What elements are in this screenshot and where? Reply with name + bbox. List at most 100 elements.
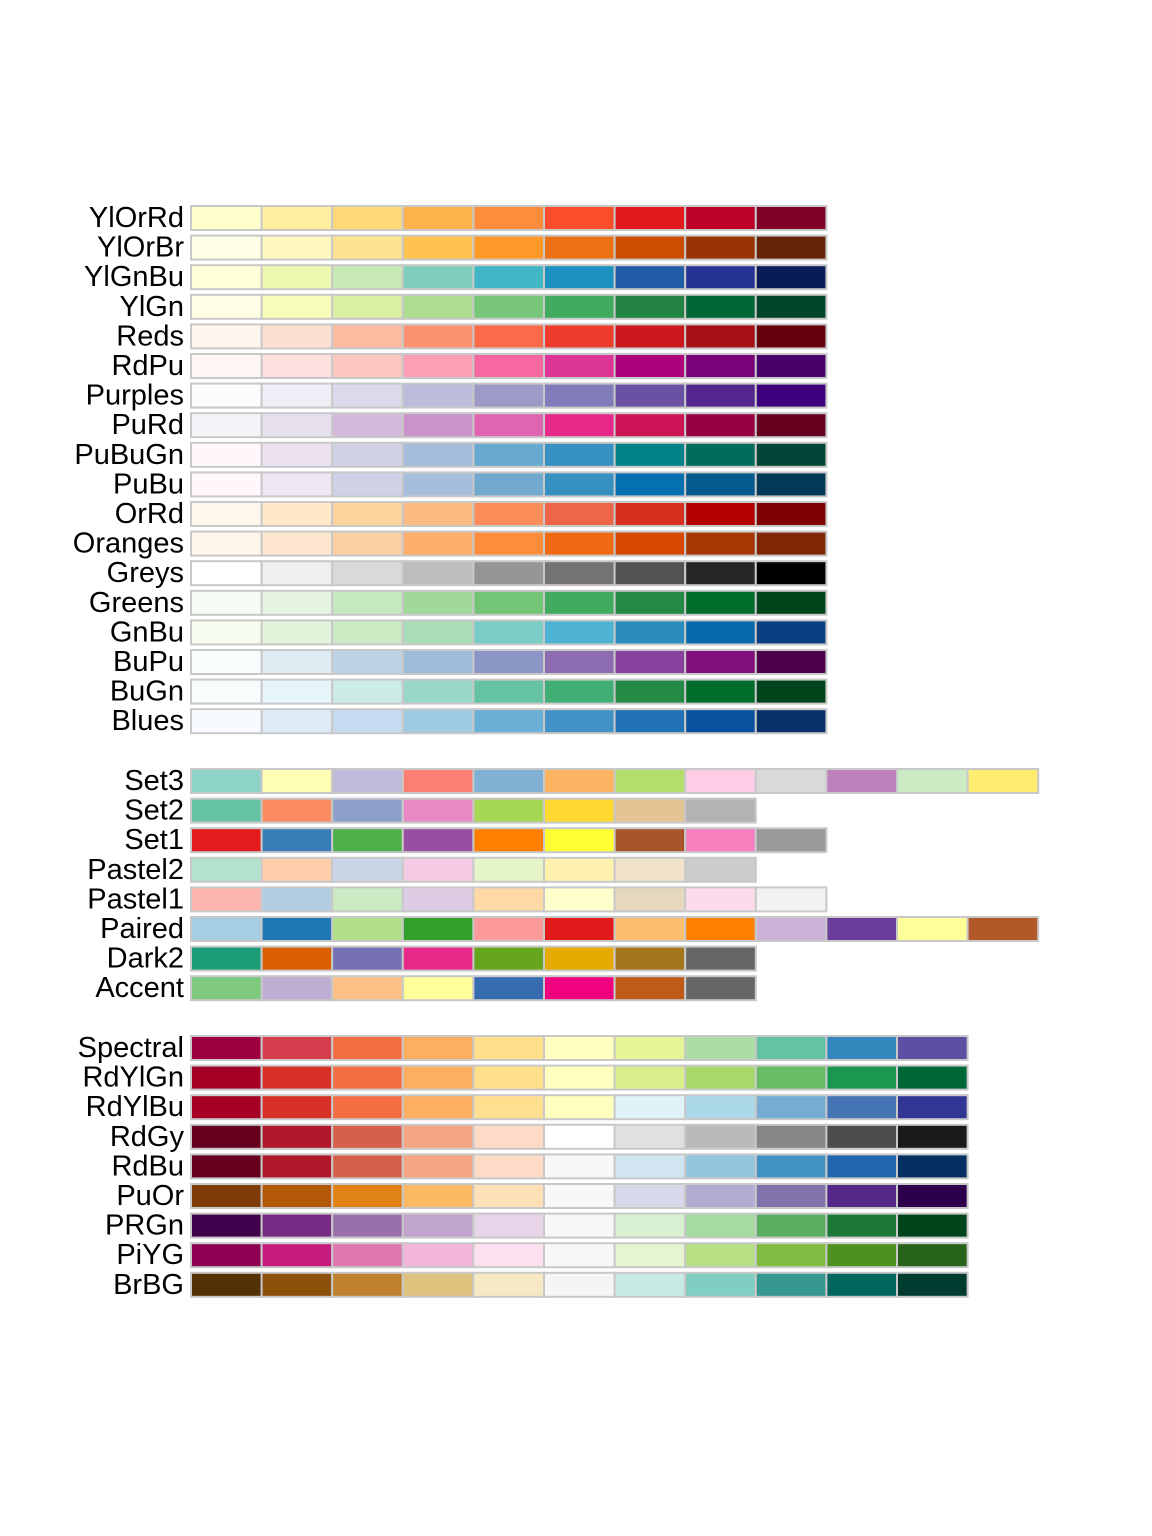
color-swatch [754,323,828,350]
color-swatch [331,501,404,527]
color-swatch [260,886,334,913]
color-swatch [754,827,828,854]
palette-label: Paired [100,913,184,945]
palette-label: PuOr [116,1180,184,1212]
color-swatch [331,471,404,498]
color-swatch [543,1242,616,1269]
palette-label: PuBuGn [74,439,184,471]
color-swatch [684,589,757,616]
color-swatch [613,916,687,942]
color-swatch [754,708,828,735]
palette-label: BuPu [113,646,184,678]
color-swatch [896,1212,969,1239]
color-swatch [684,678,757,705]
palette-label: RdPu [111,350,184,382]
palette-row-paired: Paired [100,913,1040,945]
color-swatch [331,797,404,824]
color-swatch [613,1153,687,1180]
color-swatch [401,886,475,913]
palette-label: RdYlBu [86,1091,184,1123]
color-swatch [472,1035,545,1061]
color-swatch [754,234,828,261]
color-swatch [331,1064,404,1091]
color-swatch [754,501,828,527]
color-swatch [331,1123,404,1150]
color-swatch [190,768,263,794]
color-swatch [684,412,757,439]
color-swatch [190,530,263,557]
color-swatch [260,293,334,320]
color-swatch [190,1271,263,1298]
palette-row-bugn: BuGn [110,676,828,708]
color-swatch [260,264,334,291]
color-swatch [401,708,475,735]
color-swatch [543,471,616,498]
color-swatch [401,530,475,557]
color-swatch [472,412,545,439]
color-swatch [260,530,334,557]
palette-label: YlGn [120,291,184,323]
color-swatch [613,501,687,527]
color-swatch [543,1153,616,1180]
palette-row-greys: Greys [107,557,828,589]
color-swatch [331,530,404,557]
color-swatch [472,619,545,646]
color-swatch [472,264,545,291]
color-swatch [472,886,545,913]
color-swatch [190,412,263,439]
color-swatch [472,1212,545,1239]
palette-label: Dark2 [107,943,184,975]
color-swatch [613,264,687,291]
color-swatch [401,1183,475,1209]
color-swatch [825,1123,899,1150]
color-swatch [825,1242,899,1269]
color-swatch [331,678,404,705]
color-swatch [401,501,475,527]
color-swatch [543,234,616,261]
color-swatch [896,1183,969,1209]
color-swatch [543,293,616,320]
color-swatch [896,1271,969,1298]
color-swatch [754,205,828,231]
color-swatch [613,471,687,498]
color-swatch [825,916,899,942]
color-swatch [613,827,687,854]
color-swatch [543,975,616,1002]
color-swatch [966,916,1040,942]
palette-row-piyg: PiYG [116,1239,969,1271]
palette-label: RdBu [111,1150,184,1182]
color-swatch [260,382,334,409]
palette-row-reds: Reds [116,320,828,352]
color-swatch [190,234,263,261]
color-swatch [331,441,404,468]
palette-row-prgn: PRGn [105,1210,969,1242]
color-swatch [684,530,757,557]
color-swatch [260,945,334,972]
color-swatch [754,1035,828,1061]
palette-group-sequential: YlOrRdYlOrBrYlGnBuYlGnRedsRdPuPurplesPuR… [73,202,828,737]
color-swatch [401,945,475,972]
palette-label: OrRd [115,498,184,530]
color-swatch [754,619,828,646]
palette-label: Greens [89,587,184,619]
color-swatch [684,856,757,883]
color-swatch [190,353,263,379]
color-swatch [472,649,545,675]
color-swatch [613,530,687,557]
palette-label: GnBu [110,616,184,648]
color-swatch [896,1035,969,1061]
color-swatch [543,1271,616,1298]
color-swatch [613,205,687,231]
color-swatch [754,412,828,439]
color-swatch [543,1035,616,1061]
color-swatch [190,886,263,913]
color-swatch [472,797,545,824]
color-swatch [543,1064,616,1091]
color-swatch [684,1123,757,1150]
color-swatch [613,293,687,320]
color-swatch [401,1064,475,1091]
color-swatch [401,768,475,794]
color-swatch [331,293,404,320]
color-swatch [684,1064,757,1091]
palette-row-rdbu: RdBu [111,1150,969,1182]
